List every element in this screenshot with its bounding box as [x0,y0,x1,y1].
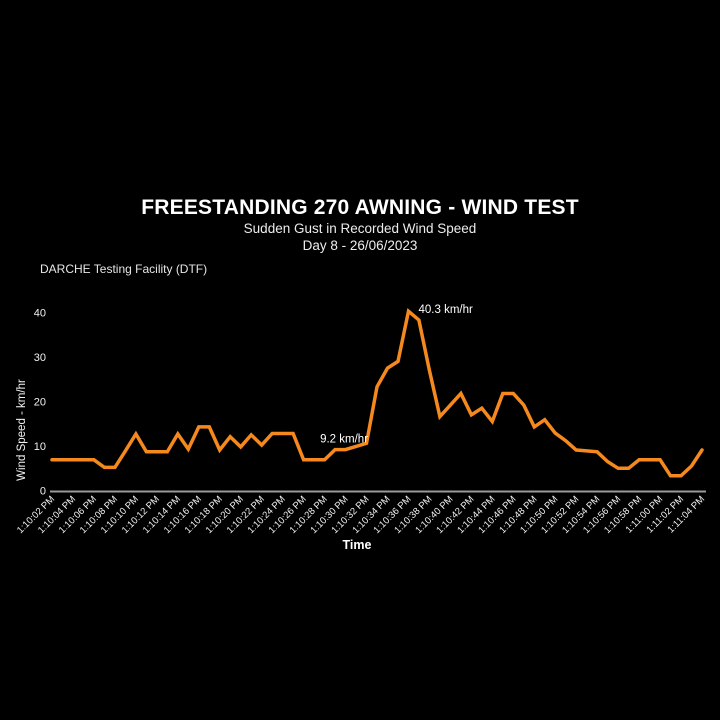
y-tick-label: 30 [34,352,46,364]
annotation-label: 9.2 km/hr [320,434,368,446]
wind-speed-line [50,307,704,478]
date-label: Day 8 - 26/06/2023 [302,238,418,253]
x-axis-title: Time [343,538,372,552]
page-subtitle: Sudden Gust in Recorded Wind Speed [243,221,477,236]
y-tick-label: 20 [34,397,46,409]
annotation-label: 40.3 km/hr [419,304,473,316]
y-axis-title: Wind Speed - km/hr [16,379,28,481]
page-title: FREESTANDING 270 AWNING - WIND TEST [141,196,579,219]
facility-label: DARCHE Testing Facility (DTF) [40,262,208,276]
y-tick-label: 0 [40,486,46,498]
y-tick-label: 40 [34,308,46,320]
y-tick-label: 10 [34,441,46,453]
